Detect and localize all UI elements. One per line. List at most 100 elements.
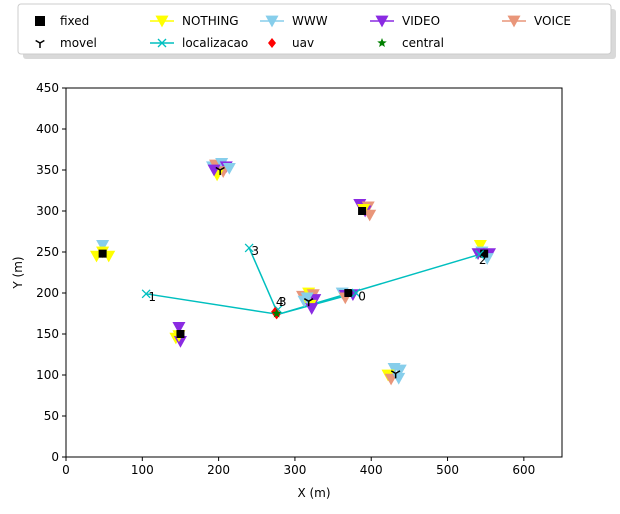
- point-label: 3: [279, 295, 287, 309]
- y-tick-label: 150: [36, 327, 59, 341]
- legend-label: NOTHING: [182, 14, 239, 28]
- y-tick-label: 200: [36, 286, 59, 300]
- legend-box: [17, 3, 612, 55]
- legend-label: WWW: [292, 14, 328, 28]
- movel-marker: [215, 166, 225, 175]
- legend-label: central: [402, 36, 444, 50]
- x-tick-label: 500: [436, 463, 459, 477]
- x-tick-label: 200: [207, 463, 230, 477]
- x-tick-label: 300: [283, 463, 306, 477]
- legend-entry: VOICE: [502, 14, 571, 28]
- x-tick-label: 400: [360, 463, 383, 477]
- user-marker-video: [305, 303, 319, 315]
- legend-marker: [35, 39, 45, 48]
- legend-marker: [268, 38, 276, 48]
- axes-frame: [65, 87, 563, 458]
- legend-marker: [265, 15, 279, 28]
- y-tick-label: 100: [36, 368, 59, 382]
- axes: 0 100 200 300 400 500 600 0 50 100 150 200 250 300 350…: [11, 81, 563, 500]
- legend-entry: WWW: [260, 14, 328, 28]
- movel-marker-left: [303, 298, 310, 302]
- user-marker-nothing: [473, 240, 487, 252]
- x-tick-label: 600: [512, 463, 535, 477]
- legend-entry: fixed: [35, 14, 89, 28]
- legend-marker: [155, 15, 169, 28]
- legend-entry: NOTHING: [150, 14, 239, 28]
- legend-label: VIDEO: [402, 14, 440, 28]
- localizacao-marker-b: [244, 243, 254, 253]
- y-tick-label: 450: [36, 81, 59, 95]
- uav-path-line: [146, 293, 279, 316]
- y-tick-label: 50: [44, 409, 59, 423]
- legend-marker: [375, 15, 389, 28]
- x-tick-label: 100: [131, 463, 154, 477]
- localizacao-marker: [475, 250, 485, 259]
- cluster: [206, 158, 236, 182]
- movel-marker-left: [215, 166, 221, 171]
- localizacao-marker-b: [351, 288, 361, 298]
- y-tick-label: 400: [36, 122, 59, 136]
- point-label: 0: [358, 289, 366, 303]
- legend-label: uav: [292, 36, 314, 50]
- user-marker-voice: [363, 209, 377, 222]
- movel-marker-right: [395, 370, 401, 375]
- y-tick-label: 250: [36, 245, 59, 259]
- user-marker-www: [96, 240, 110, 252]
- user-marker-www: [393, 364, 407, 377]
- legend-marker: [157, 38, 167, 48]
- cluster: [90, 240, 116, 263]
- cluster: [471, 240, 497, 265]
- localizacao-marker: [351, 288, 361, 298]
- movel-marker: [390, 370, 401, 379]
- user-marker-voice: [384, 373, 398, 386]
- movel-marker-right: [219, 166, 225, 171]
- point-label: 1: [148, 290, 156, 304]
- y-tick-label: 300: [36, 204, 59, 218]
- fixed-marker: [344, 289, 353, 297]
- user-marker-video: [172, 322, 186, 334]
- y-axis-label: Y (m): [11, 256, 25, 289]
- point-label: 2: [479, 253, 487, 267]
- x-axis-label: X (m): [297, 486, 330, 500]
- legend-entry: movel: [35, 36, 97, 50]
- legend-marker: [35, 16, 45, 26]
- legend-entry: uav: [268, 36, 314, 50]
- point-label: 3: [251, 244, 259, 258]
- localizacao-marker: [141, 289, 151, 299]
- movel-marker-left: [390, 370, 397, 375]
- fixed-marker: [358, 207, 367, 215]
- legend-label: VOICE: [534, 14, 571, 28]
- legend-marker-left: [35, 39, 41, 44]
- legend-entry: central: [377, 36, 444, 50]
- central-marker: [271, 308, 282, 318]
- cluster: [381, 363, 407, 386]
- legend-marker-right: [39, 39, 45, 44]
- legend-marker: [377, 38, 387, 48]
- localizacao-marker-b: [141, 289, 151, 299]
- legend-entry: VIDEO: [370, 14, 440, 28]
- movel-marker: [303, 298, 314, 307]
- user-marker-www: [222, 162, 236, 175]
- legend-label: movel: [60, 36, 97, 50]
- cluster: [296, 287, 322, 315]
- cluster: [169, 322, 187, 348]
- legend-label: fixed: [60, 14, 89, 28]
- point-label: 4: [276, 295, 284, 309]
- uav-path-line: [248, 247, 279, 315]
- y-tick-label: 0: [51, 450, 59, 464]
- localizacao-marker: [244, 243, 254, 253]
- fixed-marker: [480, 249, 489, 258]
- fixed-marker: [176, 330, 185, 338]
- y-tick-label: 350: [36, 163, 59, 177]
- cluster: [353, 199, 377, 222]
- legend-label: localizacao: [182, 36, 248, 50]
- fixed-marker: [98, 249, 107, 258]
- legend: fixed NOTHING WWW VIDEO VOICE movel localizaca…: [17, 3, 616, 59]
- legend-entry: localizacao: [150, 36, 248, 50]
- x-tick-label: 0: [62, 463, 70, 477]
- localizacao-marker-b: [475, 250, 485, 259]
- movel-marker-right: [308, 298, 314, 302]
- legend-marker: [507, 15, 521, 28]
